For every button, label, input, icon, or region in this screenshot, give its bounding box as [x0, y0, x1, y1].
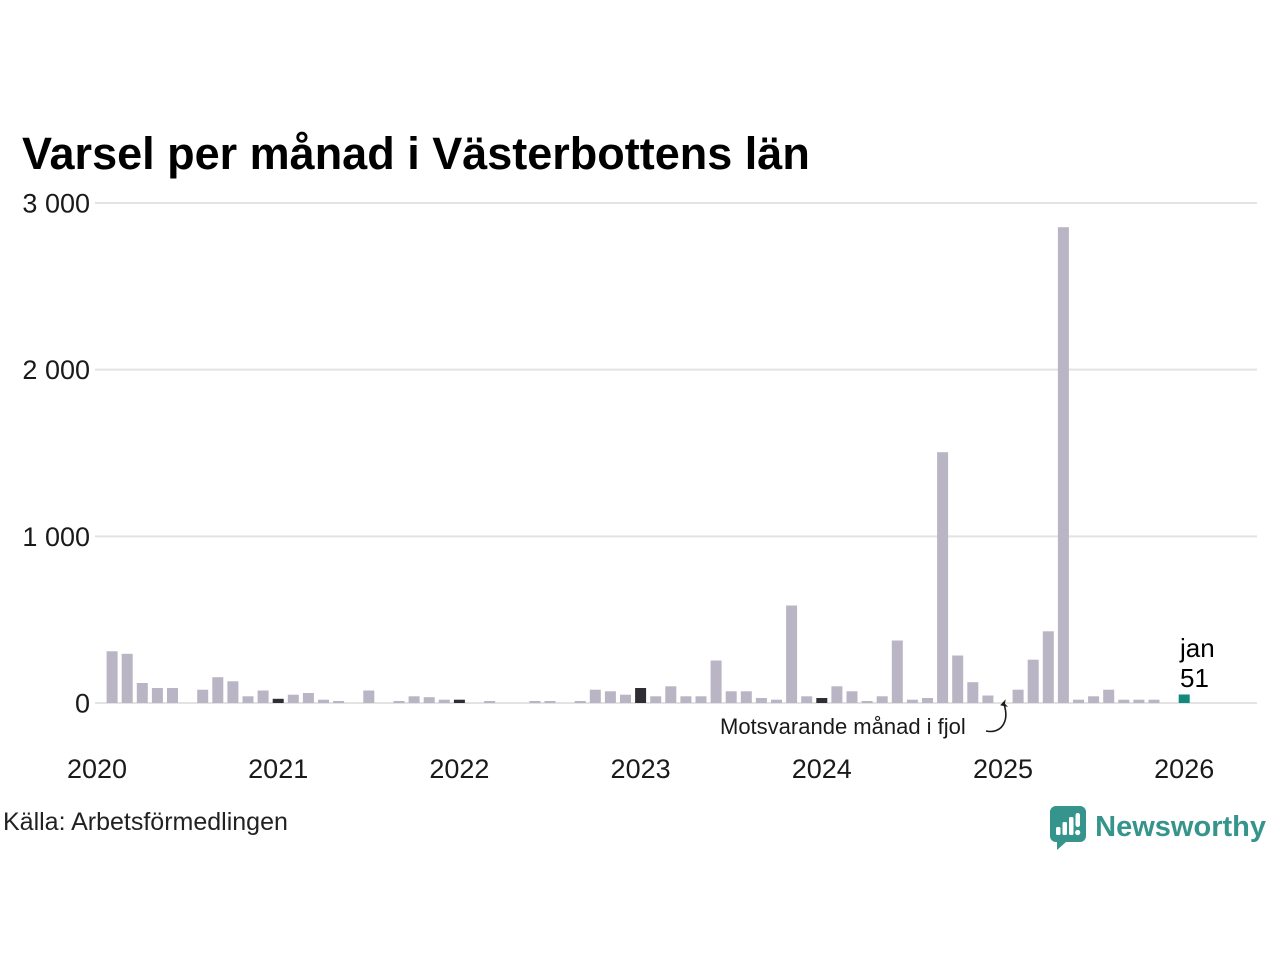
bar-2024-03: [846, 691, 858, 703]
brand-lockup: Newsworthy: [1049, 804, 1266, 850]
bar-2024-10: [952, 655, 964, 703]
bar-2023-11: [786, 605, 798, 703]
newsworthy-logo-icon: [1049, 805, 1087, 850]
bar-2024-02: [831, 686, 843, 703]
bar-2024-06: [891, 640, 903, 703]
x-tick-label-2025: 2025: [973, 754, 1033, 784]
bar-2023-04: [680, 696, 692, 703]
y-tick-label-1000: 1 000: [22, 522, 90, 552]
bar-2023-10: [771, 699, 782, 703]
bar-2021-03: [302, 693, 314, 703]
bar-2021-11: [423, 697, 435, 703]
x-tick-label-2026: 2026: [1154, 754, 1214, 784]
source-note: Källa: Arbetsförmedlingen: [3, 808, 288, 836]
bar-2020-08: [197, 689, 209, 703]
bar-2023-03: [665, 686, 677, 703]
x-tick-label-2020: 2020: [67, 754, 127, 784]
bar-2021-02: [287, 694, 299, 703]
bar-2022-10: [589, 689, 601, 703]
bar-2020-09: [212, 677, 224, 703]
bar-2023-05: [695, 696, 707, 703]
bar-2023-02: [650, 696, 662, 703]
latest-value-label: jan 51: [1180, 633, 1215, 693]
bar-2020-02: [106, 651, 118, 703]
x-tick-label-2022: 2022: [429, 754, 489, 784]
y-tick-label-2000: 2 000: [22, 355, 90, 385]
bar-2020-12: [257, 690, 269, 703]
latest-value: 51: [1180, 663, 1209, 693]
bar-2023-09: [755, 698, 767, 703]
bar-2024-07: [906, 699, 918, 703]
bar-2024-01: [816, 698, 828, 703]
bar-2023-12: [801, 696, 813, 703]
x-axis-labels: 2020 2021 2022 2023 2024 2025 2026: [67, 754, 1214, 784]
annotation-arrow: [985, 699, 1009, 733]
bar-2022-06: [529, 701, 541, 703]
bar-2020-10: [227, 681, 239, 703]
bar-2021-01: [272, 698, 284, 703]
bar-2024-05: [876, 696, 888, 703]
bar-2022-09: [574, 701, 586, 703]
x-tick-label-2023: 2023: [611, 754, 671, 784]
bar-2022-12: [620, 694, 631, 703]
y-tick-label-3000: 3 000: [22, 189, 90, 219]
y-axis-labels: 0 1 000 2 000 3 000: [22, 189, 90, 719]
bar-2024-04: [861, 701, 873, 703]
bar-2020-05: [151, 688, 163, 703]
bar-2021-07: [363, 690, 375, 703]
bar-2020-03: [121, 653, 133, 703]
bar-2024-12: [982, 695, 994, 703]
bar-2020-04: [136, 683, 148, 703]
bar-2025-08: [1103, 689, 1115, 703]
brand-name: Newsworthy: [1095, 810, 1266, 843]
bar-2025-11: [1148, 699, 1160, 703]
bar-2021-09: [393, 701, 405, 703]
latest-month: jan: [1180, 633, 1215, 663]
bar-2022-01: [453, 699, 465, 703]
bar-2021-04: [318, 699, 329, 703]
bar-2022-03: [484, 701, 496, 703]
bar-2025-04: [1042, 631, 1054, 703]
bar-2025-07: [1088, 696, 1100, 703]
annotation-label: Motsvarande månad i fjol: [720, 714, 966, 739]
x-tick-label-2021: 2021: [248, 754, 308, 784]
bar-2025-09: [1118, 699, 1130, 703]
bars: [106, 227, 1190, 703]
bar-2021-10: [408, 696, 420, 703]
bar-2025-06: [1073, 699, 1084, 703]
bar-2022-11: [604, 691, 616, 703]
bar-2025-10: [1133, 699, 1145, 703]
bar-2024-11: [967, 682, 979, 703]
bar-2020-06: [167, 688, 178, 703]
bar-2023-01: [635, 688, 647, 703]
bar-2024-09: [937, 452, 949, 703]
bar-2024-08: [922, 698, 933, 703]
bar-2026-01: [1178, 694, 1190, 703]
bar-2023-08: [740, 691, 752, 703]
bar-2025-05: [1057, 227, 1069, 703]
bar-2023-07: [725, 691, 737, 703]
bar-2021-12: [438, 699, 450, 703]
chart-title: Varsel per månad i Västerbottens län: [22, 128, 810, 179]
bar-2025-03: [1027, 659, 1039, 703]
gridlines: [95, 202, 1257, 704]
bar-2025-02: [1012, 689, 1024, 703]
bar-2021-05: [333, 701, 345, 703]
bar-2023-06: [710, 660, 722, 703]
x-tick-label-2024: 2024: [792, 754, 852, 784]
bar-2020-11: [242, 696, 254, 703]
y-tick-label-0: 0: [75, 689, 90, 719]
bar-2022-07: [544, 701, 556, 703]
